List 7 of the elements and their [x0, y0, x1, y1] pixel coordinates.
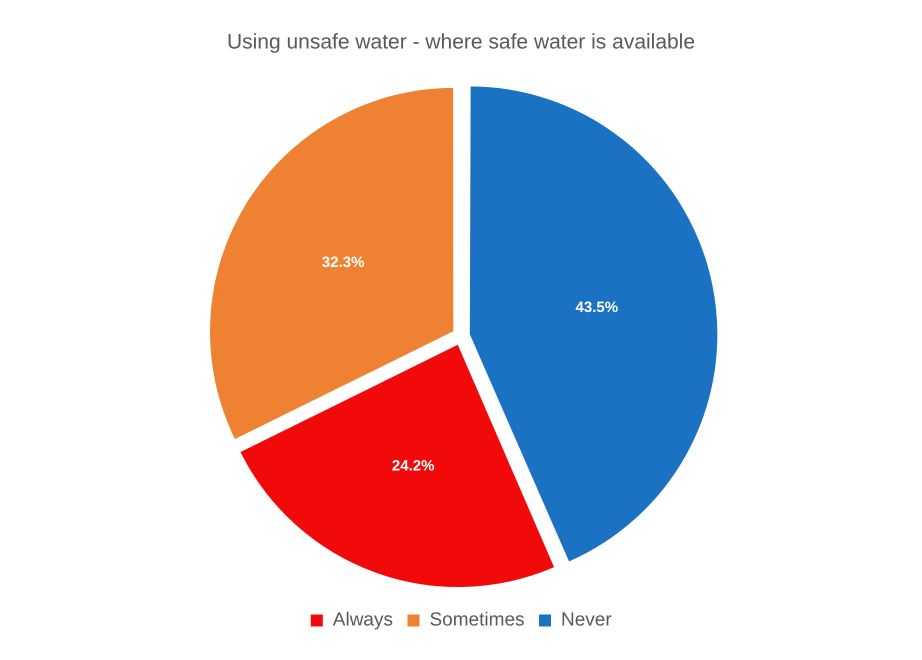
data-label: 32.3% [322, 254, 364, 272]
legend-label: Sometimes [429, 610, 525, 631]
chart-title: Using unsafe water - where safe water is available [226, 30, 696, 54]
legend-label: Never [561, 610, 612, 631]
legend-label: Always [332, 610, 393, 631]
data-label: 43.5% [576, 299, 618, 316]
data-label: 24.2% [392, 457, 434, 474]
